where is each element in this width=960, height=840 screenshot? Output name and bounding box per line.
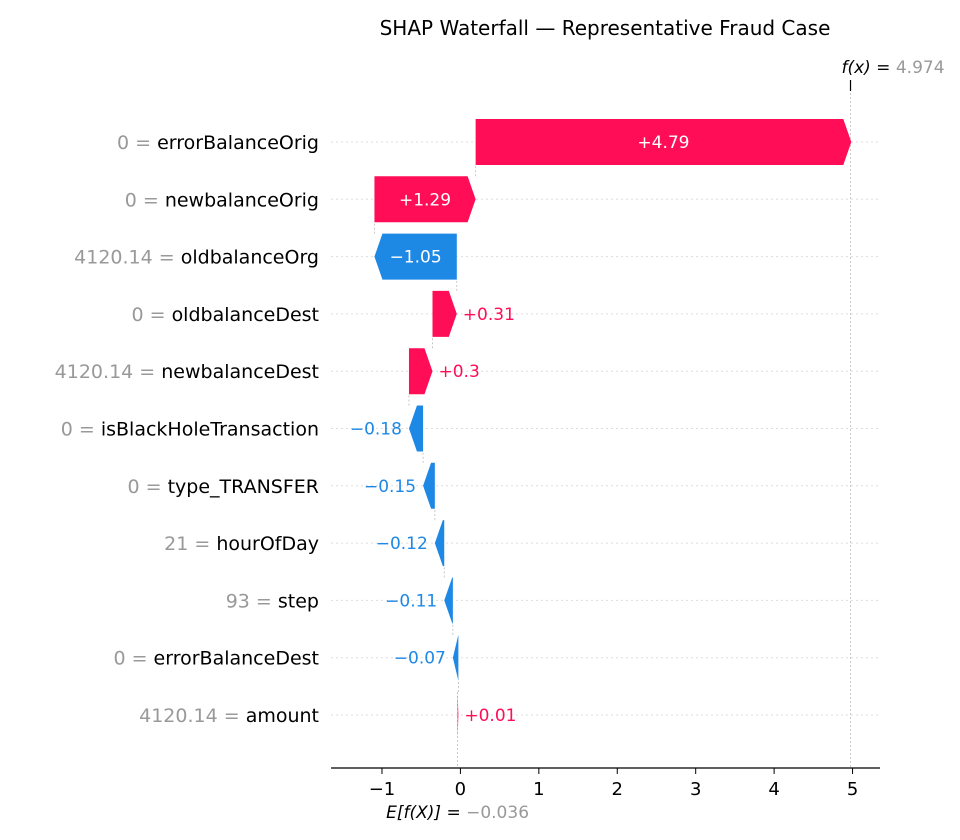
x-tick-label: 0 [455, 779, 466, 800]
feature-value: 0 = [128, 476, 168, 498]
base-value-name: E[f(X)] = [386, 803, 466, 823]
bar-amount [457, 692, 459, 738]
contrib-label-newbalanceDest: +0.3 [438, 362, 479, 382]
feature-value: 93 = [226, 590, 278, 612]
feature-value: 0 = [117, 132, 157, 154]
x-tick-label: 1 [533, 779, 544, 800]
bar-isBlackHoleTransaction [408, 405, 424, 452]
feature-name: newbalanceDest [161, 361, 319, 383]
x-tick-label: 2 [612, 779, 623, 800]
contrib-label-hourOfDay: −0.12 [376, 534, 428, 554]
contrib-label-errorBalanceDest: −0.07 [394, 649, 446, 669]
bar-oldbalanceOrg [374, 233, 457, 280]
contrib-label-isBlackHoleTransaction: −0.18 [350, 420, 402, 440]
x-tick-label: −1 [369, 779, 396, 800]
feature-label-newbalanceDest: 4120.14 = newbalanceDest [55, 361, 319, 383]
feature-label-errorBalanceOrig: 0 = errorBalanceOrig [117, 132, 319, 154]
feature-name: step [278, 590, 319, 612]
feature-value: 0 = [125, 189, 165, 211]
bar-hourOfDay [434, 520, 445, 567]
feature-label-newbalanceOrig: 0 = newbalanceOrig [125, 189, 319, 211]
chart-title: SHAP Waterfall — Representative Fraud Ca… [380, 16, 831, 40]
feature-value: 4120.14 = [74, 247, 181, 269]
feature-value: 21 = [164, 533, 216, 555]
feature-label-isBlackHoleTransaction: 0 = isBlackHoleTransaction [61, 419, 319, 441]
contrib-label-newbalanceOrig: +1.29 [399, 190, 451, 210]
output-value-label: f(x) = 4.974 [841, 58, 944, 78]
x-tick-label: 3 [690, 779, 701, 800]
feature-name: amount [246, 705, 319, 727]
feature-label-errorBalanceDest: 0 = errorBalanceDest [113, 648, 319, 670]
feature-name: oldbalanceDest [172, 304, 319, 326]
meta-annotations: E[f(X)] = −0.036 f(x) = 4.974 [386, 58, 944, 823]
feature-name: newbalanceOrig [165, 189, 319, 211]
feature-name: isBlackHoleTransaction [101, 419, 319, 441]
contrib-label-step: −0.11 [385, 591, 437, 611]
bar-oldbalanceDest [432, 290, 457, 337]
base-value-number: −0.036 [466, 803, 529, 823]
bar-errorBalanceDest [452, 634, 459, 681]
bars-layer: +4.79 +1.29 −1.05 +0.31 +0.3 −0.18 −0.15 −0.12 −… [350, 119, 852, 738]
feature-value: 0 = [131, 304, 171, 326]
feature-value: 4120.14 = [139, 705, 246, 727]
bar-step [444, 577, 453, 624]
feature-value: 4120.14 = [55, 361, 162, 383]
feature-value: 0 = [113, 648, 153, 670]
feature-label-type_TRANSFER: 0 = type_TRANSFER [128, 476, 319, 498]
feature-name: oldbalanceOrg [181, 247, 319, 269]
output-value-number: 4.974 [896, 58, 945, 78]
feature-label-hourOfDay: 21 = hourOfDay [164, 533, 319, 555]
feature-name: errorBalanceOrig [157, 132, 319, 154]
contrib-label-errorBalanceOrig: +4.79 [637, 133, 689, 153]
feature-label-oldbalanceOrg: 4120.14 = oldbalanceOrg [74, 247, 319, 269]
output-value-name: f(x) = [841, 58, 895, 78]
bar-errorBalanceOrig [475, 119, 852, 165]
contrib-label-amount: +0.01 [464, 706, 516, 726]
contrib-label-oldbalanceOrg: −1.05 [390, 248, 442, 268]
x-tick-label: 4 [768, 779, 779, 800]
x-axis: −1 0 1 2 3 4 5 [331, 767, 880, 800]
bar-newbalanceOrig [374, 176, 476, 223]
feature-value: 0 = [61, 419, 101, 441]
bar-newbalanceDest [408, 348, 433, 395]
x-tick-label: 5 [847, 779, 858, 800]
feature-label-amount: 4120.14 = amount [139, 705, 319, 727]
feature-name: type_TRANSFER [168, 476, 319, 498]
feature-label-step: 93 = step [226, 590, 319, 612]
base-value-label: E[f(X)] = −0.036 [386, 803, 529, 823]
feature-name: hourOfDay [216, 533, 319, 555]
bar-type_TRANSFER [423, 462, 435, 509]
feature-name: errorBalanceDest [154, 648, 319, 670]
feature-label-oldbalanceDest: 0 = oldbalanceDest [131, 304, 319, 326]
contrib-label-type_TRANSFER: −0.15 [364, 477, 416, 497]
contrib-label-oldbalanceDest: +0.31 [463, 305, 515, 325]
